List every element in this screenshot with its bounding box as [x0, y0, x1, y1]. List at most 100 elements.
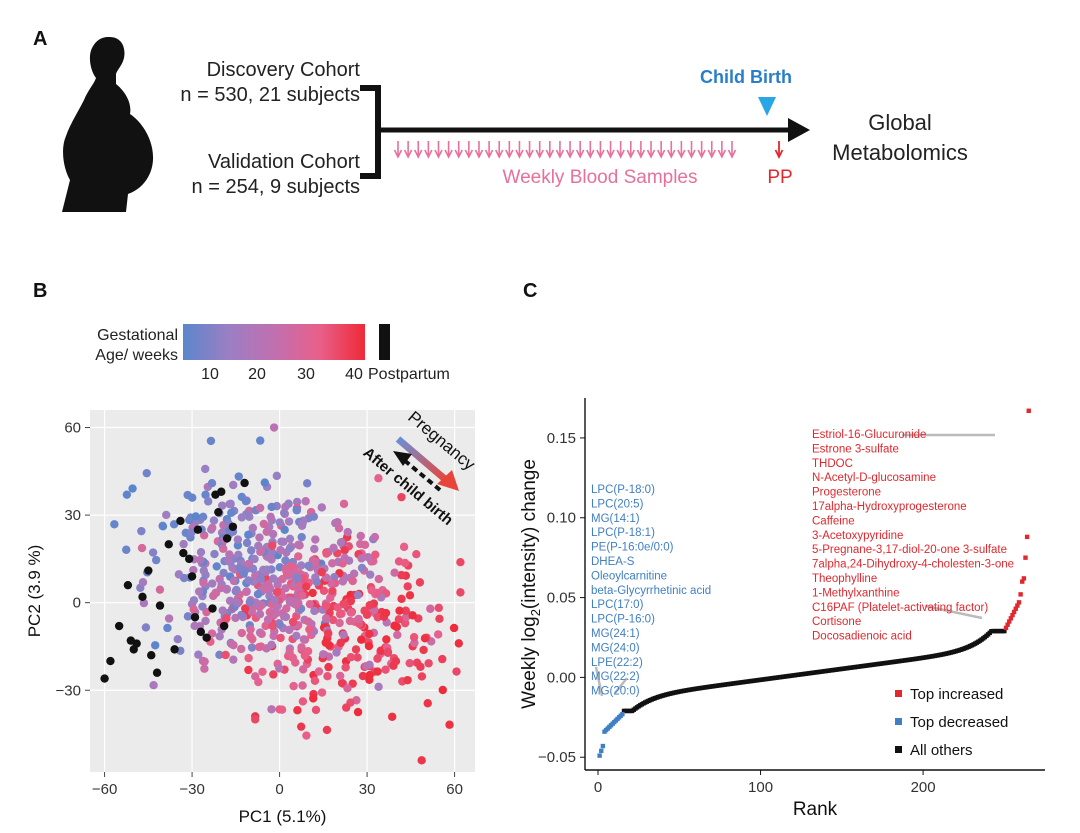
weekly-sample-arrowhead — [515, 149, 524, 159]
weekly-sample-arrowhead — [575, 149, 585, 159]
pca-point — [387, 712, 397, 721]
y-tick-label: 0 — [73, 595, 81, 612]
pca-point — [322, 725, 332, 735]
weekly-sample-arrowhead — [414, 149, 423, 159]
pca-point — [321, 614, 331, 623]
pca-point — [268, 541, 277, 550]
pca-point — [399, 542, 409, 552]
pca-point — [246, 632, 255, 641]
pca-point — [348, 576, 357, 586]
pca-point — [310, 606, 319, 616]
pca-point — [229, 480, 238, 490]
weekly-sample-arrowhead — [474, 149, 484, 159]
pca-point — [227, 639, 236, 649]
y-tick-label: 0.15 — [547, 430, 576, 447]
pca-point — [363, 553, 373, 562]
pca-point — [356, 531, 365, 541]
pp-arrowhead — [774, 149, 784, 160]
pca-point — [383, 647, 393, 657]
pca-point — [267, 555, 276, 564]
child-birth-marker-icon — [758, 97, 776, 116]
pca-point — [314, 667, 324, 676]
pca-point — [288, 617, 298, 627]
pca-point — [208, 523, 217, 533]
pca-point-postpartum — [123, 580, 133, 590]
pca-point-postpartum — [190, 613, 200, 622]
pca-point — [255, 533, 264, 542]
leader-line — [614, 677, 628, 694]
increased-label: 3-Acetoxypyridine — [812, 530, 903, 542]
discovery-cohort: Discovery Cohort n = 530, 21 subjects — [160, 58, 360, 108]
pca-point — [324, 662, 333, 672]
pca-point — [424, 659, 433, 668]
pca-point — [338, 577, 348, 586]
pca-point — [237, 513, 246, 522]
pca-point — [286, 562, 295, 571]
pca-point-postpartum — [193, 525, 203, 534]
pca-point — [137, 543, 147, 553]
x-axis-label: PC1 (5.1%) — [239, 807, 327, 826]
pca-point — [342, 703, 351, 712]
pca-point — [405, 658, 414, 668]
colorbar-label: Gestational Age/ weeks — [60, 326, 178, 366]
decreased-label: Oleoylcarnitine — [591, 570, 667, 582]
pca-point — [293, 573, 302, 583]
metabolite-point-decreased — [600, 743, 606, 749]
pca-point — [256, 642, 266, 651]
pca-point — [151, 555, 161, 565]
pca-point — [357, 554, 366, 563]
pca-point — [196, 555, 205, 565]
y-tick-label: 0.10 — [547, 510, 576, 527]
pca-point — [310, 676, 320, 685]
pca-point — [454, 639, 463, 648]
weekly-sample-arrowhead — [494, 149, 504, 159]
pca-point — [365, 660, 374, 669]
pca-point — [382, 635, 391, 644]
leader-line — [594, 666, 604, 697]
pca-point — [393, 630, 402, 640]
pca-point-postpartum — [176, 516, 185, 526]
pca-point — [412, 550, 421, 559]
pca-point — [365, 670, 374, 680]
y-axis-label-main: Weekly log — [519, 616, 540, 709]
weekly-sample-arrowhead — [484, 149, 494, 159]
weekly-sample-arrowhead — [565, 149, 575, 159]
pca-point — [284, 499, 293, 508]
pca-point-postpartum — [147, 651, 156, 660]
pca-point — [298, 697, 308, 706]
pca-point — [137, 526, 146, 536]
weekly-sample-arrowhead — [545, 149, 555, 159]
pca-point — [403, 675, 412, 685]
pca-point — [292, 631, 301, 641]
pca-point — [285, 534, 295, 543]
pca-point — [259, 519, 269, 529]
pca-point — [173, 634, 182, 644]
metabolite-point — [1002, 628, 1007, 634]
pca-point — [397, 492, 406, 502]
pca-point — [317, 688, 327, 697]
pca-point — [332, 648, 341, 657]
pca-point — [426, 604, 435, 613]
pca-point — [364, 641, 374, 651]
y-axis-label: PC2 (3.9 %) — [25, 545, 44, 638]
colorbar-tick: 30 — [297, 366, 315, 383]
pca-point — [268, 621, 277, 631]
weekly-sample-arrowhead — [596, 149, 605, 159]
weekly-sample-arrowhead — [697, 149, 706, 159]
pca-point — [438, 685, 447, 695]
weekly-sample-arrowhead — [424, 149, 433, 159]
pca-point — [281, 612, 291, 622]
pca-point — [189, 605, 198, 614]
increased-label: 1-Methylxanthine — [812, 587, 900, 599]
after-birth-arrow — [402, 458, 442, 492]
pca-point — [292, 506, 301, 515]
pca-point — [209, 591, 218, 601]
pca-point — [151, 641, 160, 650]
pca-point — [354, 614, 363, 624]
pca-point — [275, 664, 284, 673]
weekly-sample-arrowhead — [525, 149, 534, 159]
pca-point — [246, 625, 255, 634]
increased-label: Docosadienoic acid — [812, 631, 912, 643]
pca-point — [279, 537, 288, 546]
metabolite-point-increased — [1015, 603, 1020, 608]
